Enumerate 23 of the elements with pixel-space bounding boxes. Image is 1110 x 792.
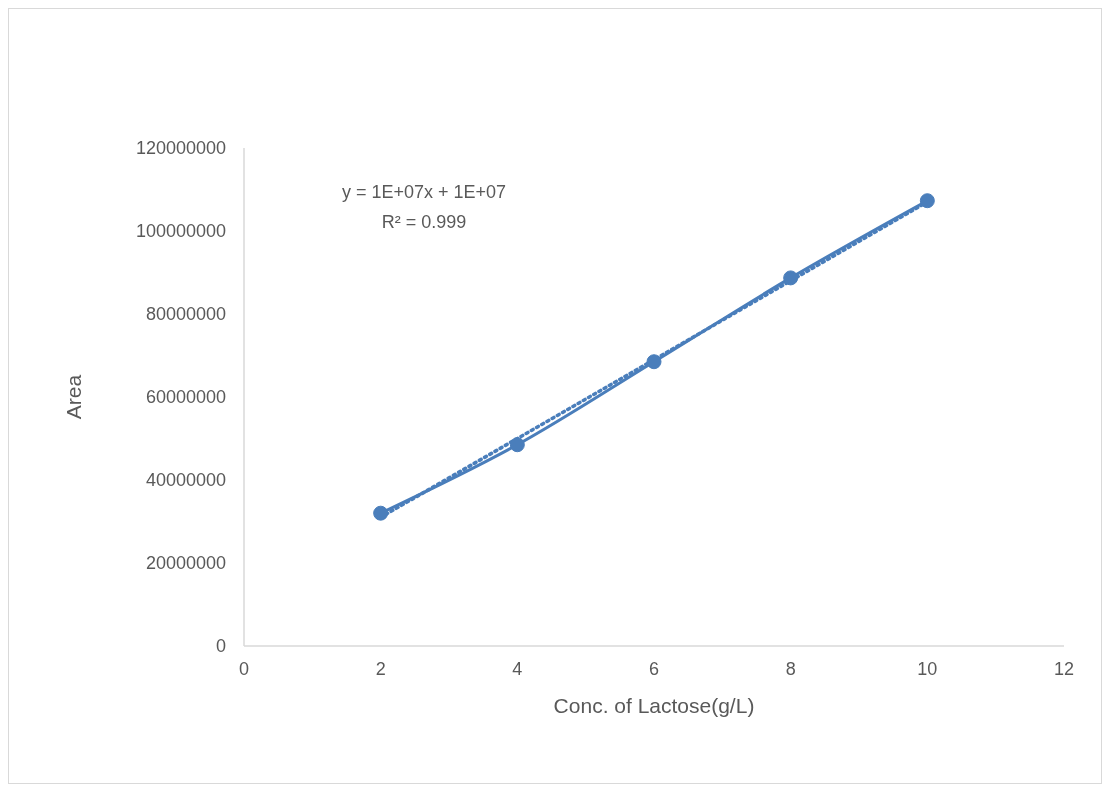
y-tick-label: 0: [215, 636, 226, 657]
y-tick-label: 120000000: [135, 138, 226, 159]
y-tick-label: 100000000: [135, 221, 226, 242]
y-axis-title: Area: [62, 374, 86, 420]
point: [783, 270, 799, 286]
point: [646, 354, 662, 370]
y-tick-label: 20000000: [145, 553, 226, 574]
x-tick-label: 4: [512, 658, 523, 679]
x-tick-label: 8: [785, 658, 796, 679]
x-tick-label: 12: [1053, 658, 1075, 679]
annotation: R² = 0.999: [380, 211, 468, 234]
point: [919, 193, 935, 209]
point: [373, 505, 389, 521]
x-tick-label: 0: [238, 658, 250, 679]
y-tick-label: 60000000: [145, 387, 226, 408]
point: [509, 437, 525, 453]
x-axis-title: Conc. of Lactose(g/L): [553, 694, 755, 717]
x-tick-label: 2: [375, 658, 386, 679]
y-tick-label: 80000000: [145, 304, 226, 325]
x-tick-label: 10: [917, 658, 938, 679]
y-tick-label: 40000000: [145, 470, 226, 491]
x-tick-label: 6: [648, 658, 660, 679]
annotation: y = 1E+07x + 1E+07: [340, 181, 508, 204]
